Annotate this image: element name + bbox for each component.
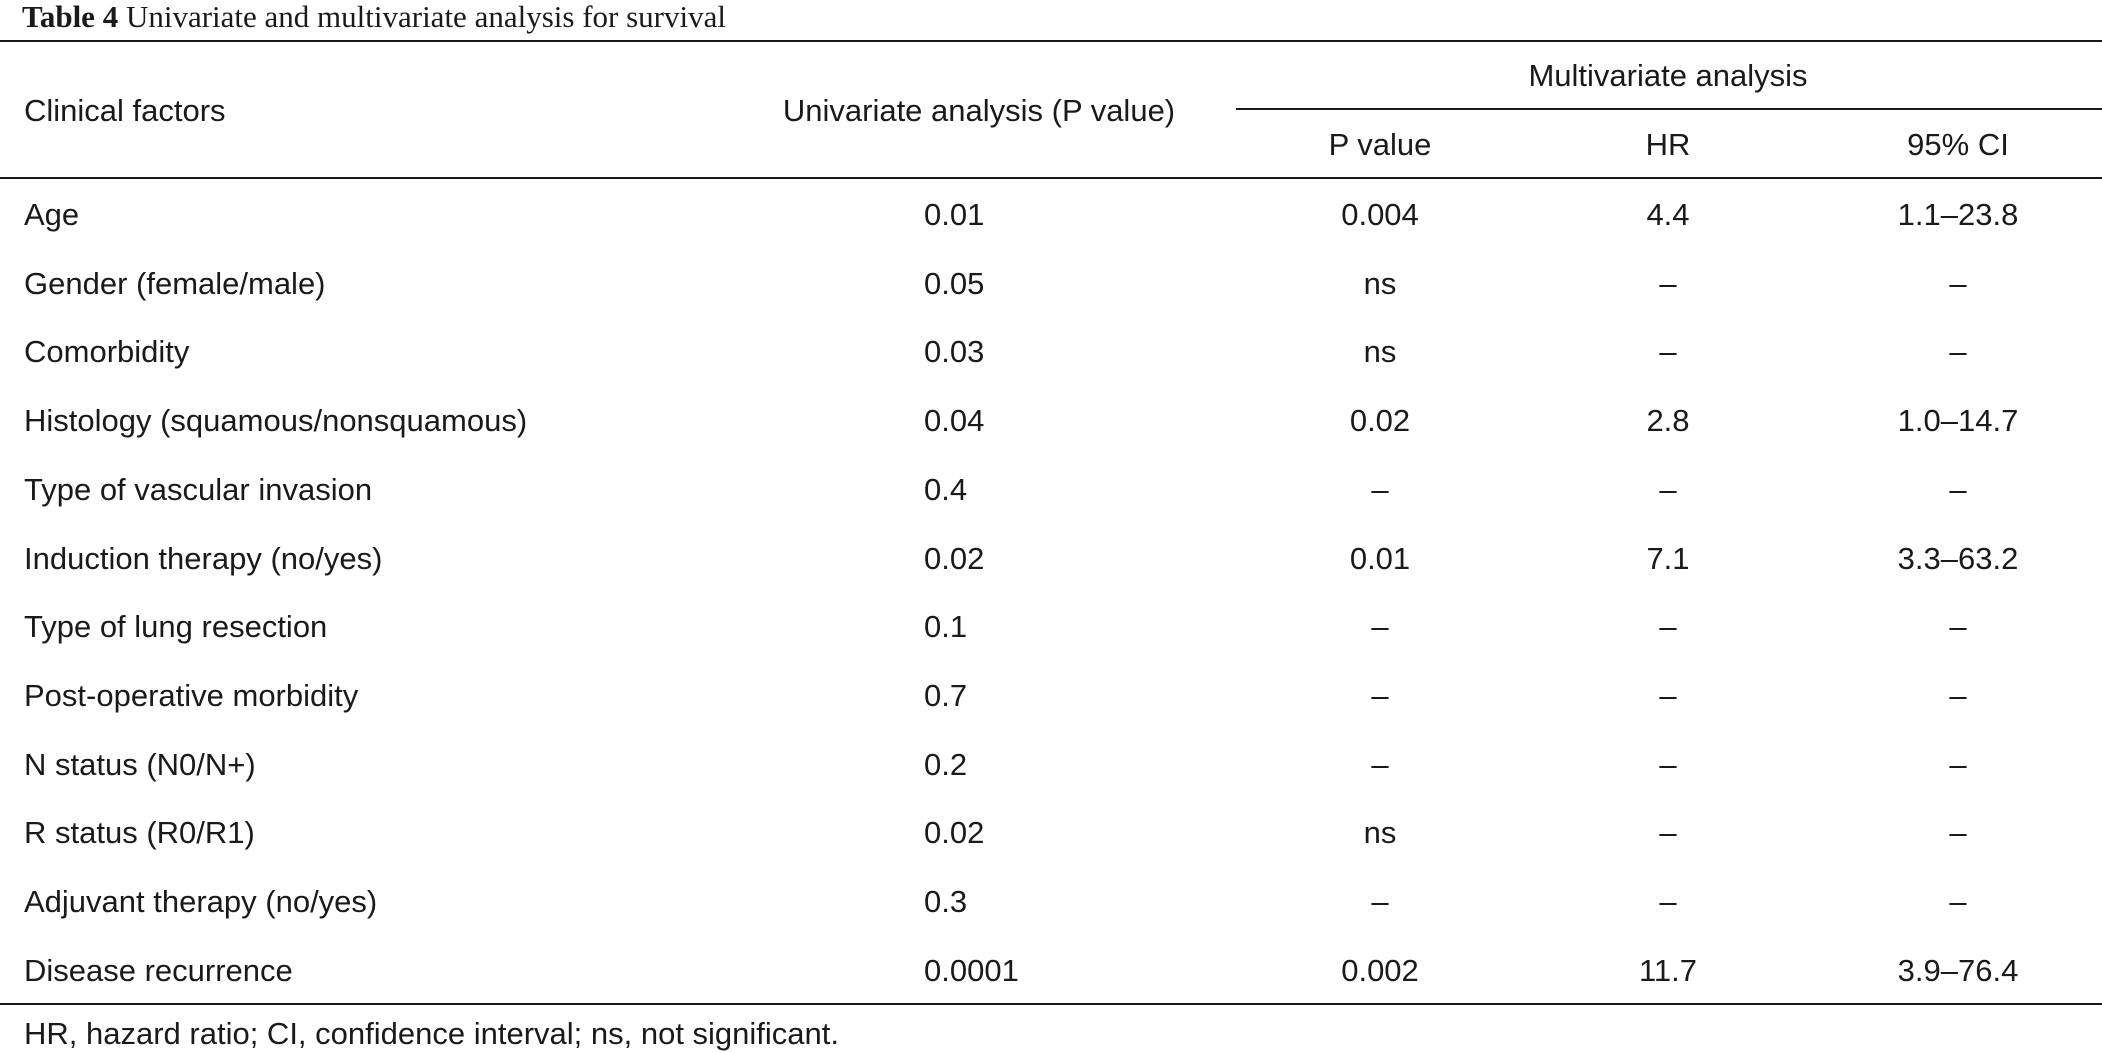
row-ci: 3.3–63.2 xyxy=(1897,541,2019,576)
row-factor: R status (R0/R1) xyxy=(24,815,255,850)
row-multivariate-p: – xyxy=(1371,678,1389,713)
row-multivariate-p: – xyxy=(1371,472,1389,507)
row-hr: – xyxy=(1659,609,1677,644)
row-multivariate-p: 0.002 xyxy=(1341,953,1419,988)
row-univariate-p: 0.02 xyxy=(924,541,985,576)
multivariate-rule xyxy=(1236,108,2102,110)
header-hr: HR xyxy=(1645,127,1691,162)
row-hr: – xyxy=(1659,678,1677,713)
row-factor: Disease recurrence xyxy=(24,953,293,988)
row-hr: 7.1 xyxy=(1646,541,1690,576)
row-factor: Comorbidity xyxy=(24,334,190,369)
row-univariate-p: 0.3 xyxy=(924,884,968,919)
row-univariate-p: 0.01 xyxy=(924,197,985,232)
row-multivariate-p: – xyxy=(1371,747,1389,782)
header-clinical-factors: Clinical factors xyxy=(24,93,226,128)
row-ci: 1.0–14.7 xyxy=(1897,403,2019,438)
row-ci: 1.1–23.8 xyxy=(1897,197,2019,232)
row-ci: – xyxy=(1949,472,1967,507)
row-ci: – xyxy=(1949,609,1967,644)
row-multivariate-p: 0.02 xyxy=(1349,403,1411,438)
row-ci: – xyxy=(1949,747,1967,782)
top-rule xyxy=(0,40,2102,42)
row-hr: 2.8 xyxy=(1646,403,1690,438)
row-ci: – xyxy=(1949,678,1967,713)
bottom-rule xyxy=(0,1003,2102,1005)
row-hr: 11.7 xyxy=(1638,953,1698,988)
row-factor: Induction therapy (no/yes) xyxy=(24,541,383,576)
row-multivariate-p: 0.004 xyxy=(1341,197,1419,232)
row-factor: Gender (female/male) xyxy=(24,266,326,301)
row-univariate-p: 0.05 xyxy=(924,266,985,301)
header-p-value: P value xyxy=(1328,127,1432,162)
row-factor: Adjuvant therapy (no/yes) xyxy=(24,884,378,919)
header-rule xyxy=(0,177,2102,179)
header-multivariate: Multivariate analysis xyxy=(1528,58,1808,93)
row-hr: – xyxy=(1659,815,1677,850)
row-hr: – xyxy=(1659,266,1677,301)
row-multivariate-p: ns xyxy=(1363,815,1397,850)
row-factor: Age xyxy=(24,197,80,232)
row-ci: – xyxy=(1949,334,1967,369)
row-hr: 4.4 xyxy=(1646,197,1690,232)
row-univariate-p: 0.04 xyxy=(924,403,985,438)
row-ci: – xyxy=(1949,884,1967,919)
row-hr: – xyxy=(1659,334,1677,369)
row-factor: Histology (squamous/nonsquamous) xyxy=(24,403,528,438)
row-ci: – xyxy=(1949,266,1967,301)
row-hr: – xyxy=(1659,747,1677,782)
row-hr: – xyxy=(1659,884,1677,919)
row-ci: – xyxy=(1949,815,1967,850)
table-title: Univariate and multivariate analysis for… xyxy=(125,0,726,34)
row-multivariate-p: ns xyxy=(1363,266,1397,301)
row-multivariate-p: – xyxy=(1371,884,1389,919)
row-factor: Type of lung resection xyxy=(24,609,328,644)
header-ci: 95% CI xyxy=(1907,127,2009,162)
row-factor: Type of vascular invasion xyxy=(24,472,373,507)
table-number: Table 4 xyxy=(22,0,119,34)
row-multivariate-p: ns xyxy=(1363,334,1397,369)
row-univariate-p: 0.7 xyxy=(924,678,968,713)
row-univariate-p: 0.4 xyxy=(924,472,968,507)
row-ci: 3.9–76.4 xyxy=(1897,953,2019,988)
row-univariate-p: 0.2 xyxy=(924,747,968,782)
table-caption: Table 4 Univariate and multivariate anal… xyxy=(22,0,726,34)
row-univariate-p: 0.02 xyxy=(924,815,985,850)
header-univariate: Univariate analysis (P value) xyxy=(782,93,1176,128)
row-multivariate-p: – xyxy=(1371,609,1389,644)
row-univariate-p: 0.1 xyxy=(924,609,968,644)
table-footnote: HR, hazard ratio; CI, confidence interva… xyxy=(24,1016,840,1051)
row-multivariate-p: 0.01 xyxy=(1349,541,1411,576)
row-factor: N status (N0/N+) xyxy=(24,747,256,782)
row-univariate-p: 0.03 xyxy=(924,334,985,369)
row-factor: Post-operative morbidity xyxy=(24,678,359,713)
row-univariate-p: 0.0001 xyxy=(924,953,1019,988)
row-hr: – xyxy=(1659,472,1677,507)
